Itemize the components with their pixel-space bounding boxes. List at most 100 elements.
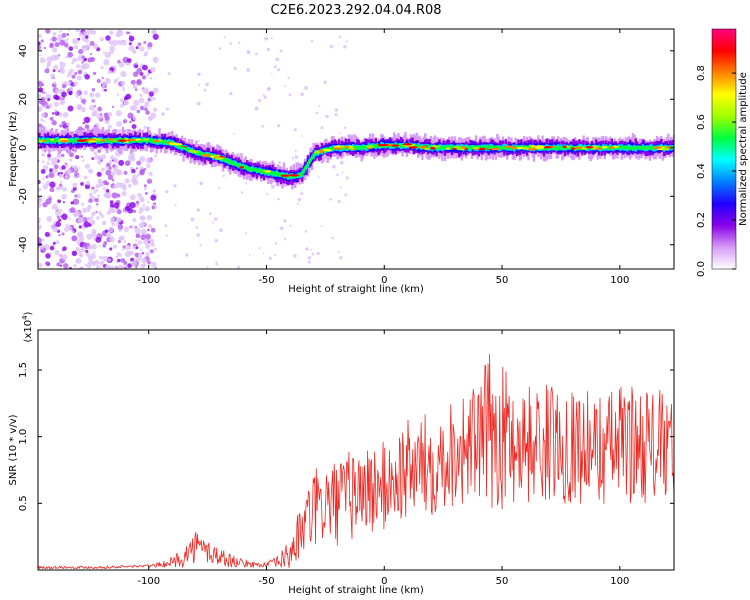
noise-speckle [276,68,281,72]
noise-speckle [72,186,77,191]
ridge-cell [305,164,308,169]
noise-speckle [41,238,45,242]
noise-speckle [72,38,79,45]
noise-speckle [107,258,112,262]
noise-speckle [41,91,45,94]
noise-speckle [111,178,115,182]
ridge-cell [446,145,450,149]
ridge-cell [442,146,445,150]
ridge-cell [268,171,271,175]
noise-speckle [133,99,140,106]
noise-speckle [100,65,104,70]
noise-speckle [52,221,57,225]
noise-speckle [95,236,102,243]
ridge-hotspot [573,146,583,149]
noise-speckle [167,72,171,76]
noise-speckle [73,71,77,75]
noise-speckle [135,61,138,64]
noise-speckle [49,42,54,47]
ridge-hotspot [486,146,493,150]
noise-speckle [59,181,63,184]
noise-speckle [126,31,130,35]
noise-speckle [44,261,49,266]
ridge-cell [199,151,202,156]
noise-speckle [67,105,74,112]
noise-speckle [61,120,66,126]
noise-speckle [334,108,339,112]
noise-speckle [145,233,151,240]
noise-speckle [70,201,74,205]
noise-speckle [50,54,58,61]
noise-speckle [275,57,280,62]
ridge-cell [236,162,239,167]
noise-speckle [110,217,115,222]
noise-speckle [81,45,88,52]
noise-speckle [152,189,157,193]
noise-speckle [62,112,69,118]
noise-speckle [294,155,299,159]
noise-speckle [283,219,287,223]
noise-speckle [61,254,68,261]
noise-speckle [91,29,97,35]
noise-speckle [124,178,130,184]
ridge-hotspot [213,154,221,157]
noise-speckle [136,68,143,74]
noise-speckle [310,248,313,251]
ridge-cell [238,164,242,168]
noise-speckle [120,103,124,108]
noise-speckle [117,224,124,230]
noise-speckle [109,49,114,55]
ridge-cell [277,171,280,176]
ridge-cell [480,145,483,149]
ridge-cell [633,146,636,150]
noise-speckle [54,42,60,48]
ridge-cell [245,166,249,171]
noise-speckle [49,181,56,188]
noise-speckle [139,170,145,176]
ridge-hotspot [662,147,669,151]
noise-speckle [53,94,59,100]
noise-speckle [38,237,42,244]
ridge-cell [330,147,334,151]
noise-speckle [38,34,42,38]
noise-speckle [112,244,118,249]
noise-speckle [76,193,81,199]
noise-speckle [64,43,69,48]
ridge-hotspot [289,174,300,177]
noise-speckle [54,250,60,256]
noise-speckle [139,46,145,52]
ridge-cell [110,139,113,144]
spectrogram-xtick-label: -100 [137,275,160,286]
spectrogram-ytick-label: 40 [18,44,29,57]
ridge-cell [466,145,469,150]
noise-speckle [54,111,58,115]
noise-speckle [85,180,91,186]
noise-speckle [132,49,137,54]
noise-speckle [266,192,269,195]
noise-speckle [91,157,95,161]
noise-speckle [41,153,46,157]
noise-speckle [223,36,226,39]
ridge-cell [308,160,311,164]
ridge-cell [627,146,630,150]
noise-speckle [229,91,233,96]
noise-speckle [48,197,52,201]
noise-speckle [75,247,80,252]
noise-speckle [43,46,47,50]
ridge-cell [606,146,609,150]
noise-speckle [53,77,56,80]
ridge-cell [443,145,447,150]
noise-speckle [105,169,112,176]
snr-ytick-label: 1.5 [18,362,29,378]
snr-xtick-label: -100 [137,576,160,587]
noise-speckle [54,108,58,112]
noise-speckle [80,155,84,158]
noise-speckle [146,163,151,169]
noise-speckle [211,221,214,224]
noise-speckle [104,51,111,59]
noise-speckle [105,77,109,81]
noise-speckle [143,126,147,130]
noise-speckle [148,171,153,177]
noise-speckle [137,42,142,47]
noise-speckle [68,92,72,95]
